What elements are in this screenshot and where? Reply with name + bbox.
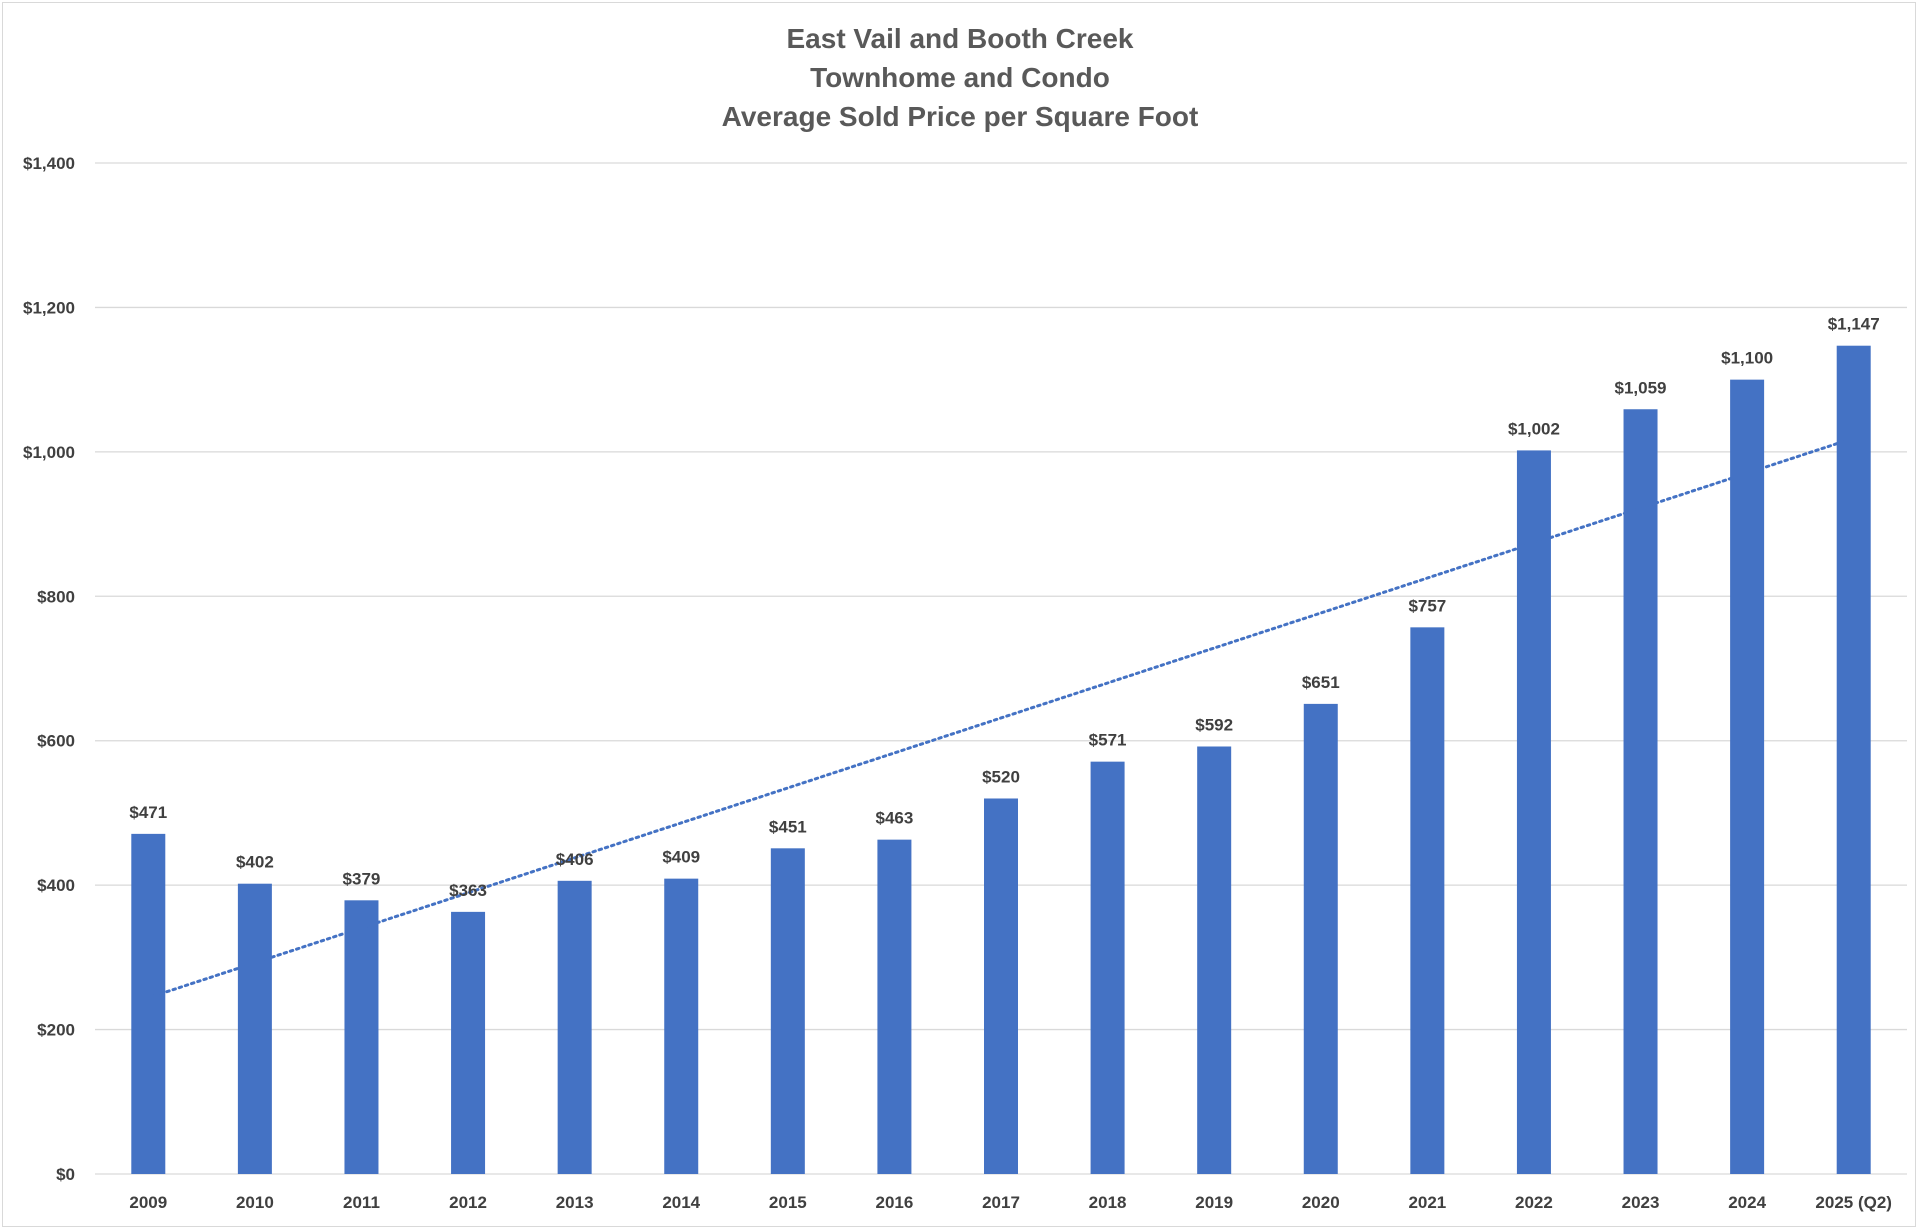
y-tick-label: $400 bbox=[37, 876, 75, 895]
y-tick-label: $1,400 bbox=[23, 154, 75, 173]
bar-2017 bbox=[984, 798, 1018, 1174]
x-tick-label: 2011 bbox=[343, 1193, 380, 1212]
bar-2025-Q2 bbox=[1836, 345, 1871, 1174]
x-tick-label: 2016 bbox=[875, 1193, 913, 1212]
data-label: $363 bbox=[449, 881, 487, 900]
x-tick-label: 2009 bbox=[129, 1193, 167, 1212]
data-label: $757 bbox=[1408, 596, 1446, 615]
data-label: $1,147 bbox=[1828, 315, 1880, 334]
data-label: $451 bbox=[769, 817, 807, 836]
x-tick-label: 2021 bbox=[1408, 1193, 1446, 1212]
x-tick-label: 2018 bbox=[1089, 1193, 1127, 1212]
bar-series bbox=[131, 345, 1871, 1175]
bar-2016 bbox=[877, 839, 912, 1174]
bar-2011 bbox=[344, 900, 379, 1174]
y-axis: $0 $200 $400 $600 $800 $1,000 $1,200 $1,400 bbox=[23, 154, 75, 1184]
bar-2013 bbox=[557, 880, 592, 1174]
bar-2009 bbox=[131, 833, 166, 1174]
data-label: $1,059 bbox=[1615, 378, 1667, 397]
y-tick-label: $0 bbox=[56, 1165, 75, 1184]
data-label: $379 bbox=[343, 869, 381, 888]
bar-2012 bbox=[451, 911, 486, 1174]
data-label: $520 bbox=[982, 767, 1020, 786]
bar-2015 bbox=[770, 848, 805, 1174]
bar-2023 bbox=[1623, 409, 1658, 1174]
chart-title-line-3: Average Sold Price per Square Foot bbox=[722, 101, 1199, 132]
x-tick-label: 2019 bbox=[1195, 1193, 1233, 1212]
x-tick-label: 2012 bbox=[449, 1193, 487, 1212]
x-tick-label: 2017 bbox=[982, 1193, 1020, 1212]
data-label: $651 bbox=[1302, 673, 1340, 692]
data-label: $471 bbox=[129, 803, 167, 822]
x-tick-label: 2024 bbox=[1728, 1193, 1766, 1212]
y-tick-label: $200 bbox=[37, 1021, 75, 1040]
x-tick-label: 2023 bbox=[1622, 1193, 1660, 1212]
bar-2010 bbox=[237, 883, 272, 1174]
x-tick-label: 2010 bbox=[236, 1193, 274, 1212]
data-label: $571 bbox=[1089, 731, 1127, 750]
y-tick-label: $1,000 bbox=[23, 443, 75, 462]
x-tick-label: 2013 bbox=[556, 1193, 594, 1212]
trendline bbox=[146, 436, 1856, 1000]
x-tick-label: 2025 (Q2) bbox=[1815, 1193, 1892, 1212]
bar-2014 bbox=[664, 878, 699, 1174]
chart-title-line-2: Townhome and Condo bbox=[810, 62, 1110, 93]
data-label: $402 bbox=[236, 853, 274, 872]
bar-2020 bbox=[1303, 703, 1338, 1174]
data-label: $1,002 bbox=[1508, 419, 1560, 438]
x-tick-label: 2015 bbox=[769, 1193, 807, 1212]
data-label: $406 bbox=[556, 850, 594, 869]
trendline-path bbox=[146, 436, 1856, 1000]
chart-title-line-1: East Vail and Booth Creek bbox=[787, 23, 1134, 54]
x-tick-label: 2014 bbox=[662, 1193, 700, 1212]
data-label: $592 bbox=[1195, 715, 1233, 734]
data-label: $463 bbox=[875, 809, 913, 828]
data-label: $409 bbox=[662, 848, 700, 867]
data-labels: $471 $402 $379 $363 $406 $409 $451 $463 $520 $571… bbox=[129, 315, 1879, 900]
bar-2024 bbox=[1730, 379, 1765, 1175]
bar-2022 bbox=[1516, 450, 1551, 1175]
y-gridlines bbox=[95, 162, 1907, 1175]
y-tick-label: $1,200 bbox=[23, 298, 75, 317]
bar-2018 bbox=[1090, 761, 1125, 1174]
bar-2021 bbox=[1410, 627, 1445, 1174]
x-axis: 2009 2010 2011 2012 2013 2014 2015 2016 2017 2018… bbox=[129, 1193, 1892, 1212]
y-tick-label: $600 bbox=[37, 732, 75, 751]
bar-2019 bbox=[1197, 746, 1232, 1174]
chart-title: East Vail and Booth Creek Townhome and C… bbox=[722, 23, 1199, 132]
data-label: $1,100 bbox=[1721, 349, 1773, 368]
x-tick-label: 2022 bbox=[1515, 1193, 1553, 1212]
y-tick-label: $800 bbox=[37, 587, 75, 606]
x-tick-label: 2020 bbox=[1302, 1193, 1340, 1212]
